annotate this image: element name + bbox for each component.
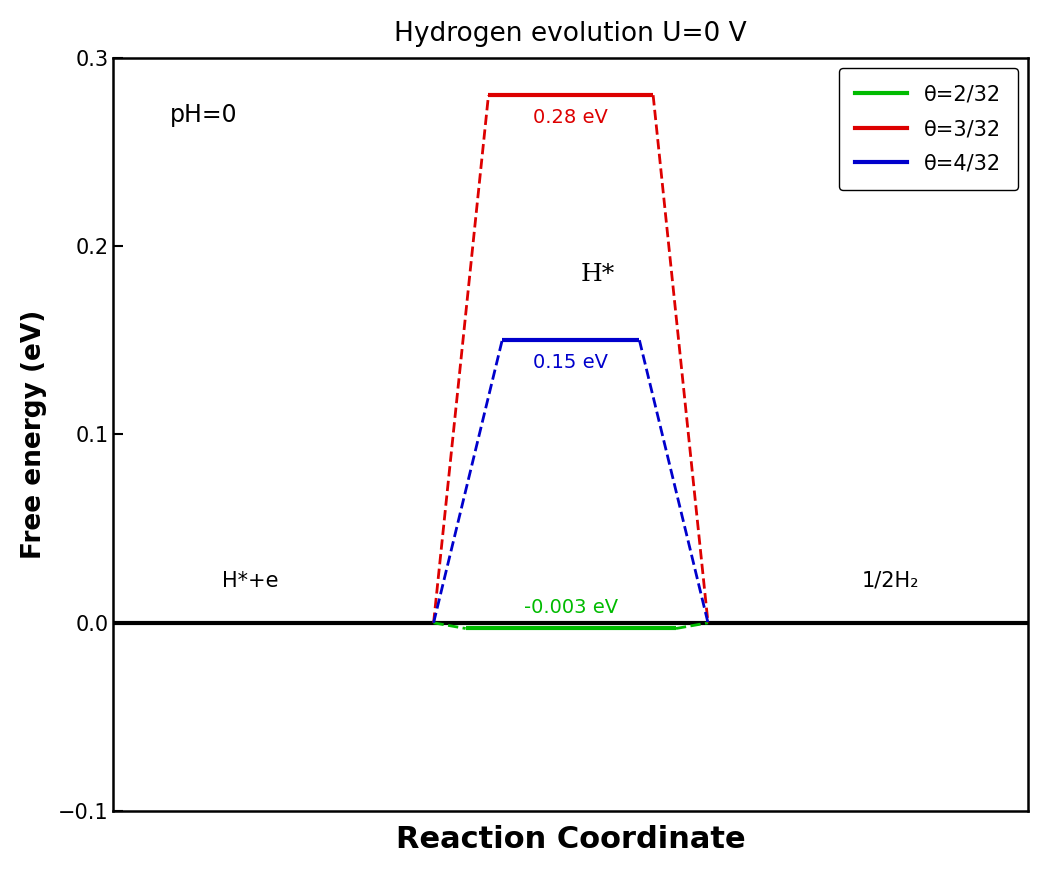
X-axis label: Reaction Coordinate: Reaction Coordinate bbox=[395, 825, 746, 854]
Text: pH=0: pH=0 bbox=[170, 102, 238, 127]
Text: 1/2H₂: 1/2H₂ bbox=[862, 570, 920, 591]
Y-axis label: Free energy (eV): Free energy (eV) bbox=[21, 310, 47, 559]
Text: 0.15 eV: 0.15 eV bbox=[533, 354, 608, 373]
Text: 0.28 eV: 0.28 eV bbox=[533, 108, 608, 128]
Text: H*: H* bbox=[581, 262, 616, 286]
Legend: θ=2/32, θ=3/32, θ=4/32: θ=2/32, θ=3/32, θ=4/32 bbox=[838, 68, 1018, 191]
Title: Hydrogen evolution U=0 V: Hydrogen evolution U=0 V bbox=[394, 21, 747, 47]
Text: H*+e: H*+e bbox=[222, 570, 279, 591]
Text: -0.003 eV: -0.003 eV bbox=[523, 598, 618, 617]
